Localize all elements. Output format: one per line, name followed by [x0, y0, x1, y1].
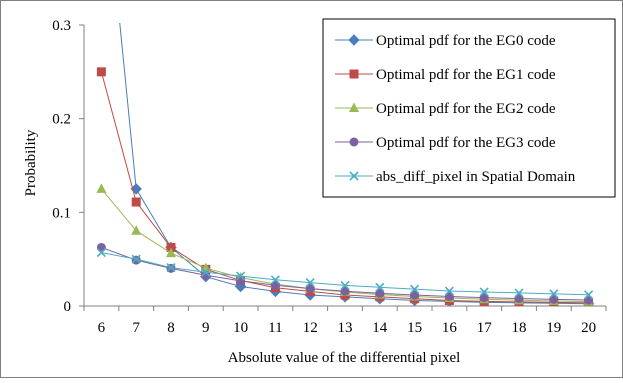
data-point: [479, 287, 489, 297]
data-point: [410, 284, 420, 294]
legend-item: abs_diff_pixel in Spatial Domain: [335, 169, 576, 185]
data-point: [131, 254, 141, 264]
x-axis: 6 7 8 9 10 11 12 13 14 15 16 17 18 19 20: [83, 305, 607, 336]
x-tick-label: 16: [442, 320, 458, 336]
data-point: [96, 183, 107, 193]
data-point: [236, 276, 246, 286]
x-tick-label: 9: [202, 320, 210, 336]
data-point: [166, 242, 176, 252]
data-point: [96, 67, 106, 77]
data-point: [236, 271, 246, 281]
series-abs-diff-pixel-in-spatial-domain: [96, 248, 594, 300]
legend-label: abs_diff_pixel in Spatial Domain: [376, 169, 576, 185]
x-tick-label: 15: [407, 320, 422, 336]
legend-item: Optimal pdf for the EG2 code: [335, 101, 556, 117]
data-point: [305, 284, 315, 294]
x-tick-label: 20: [581, 320, 596, 336]
y-axis-title: Probability: [23, 129, 39, 196]
x-tick-label: 14: [372, 320, 388, 336]
data-point: [375, 282, 385, 292]
data-point: [340, 286, 350, 296]
series-layer: [96, 23, 595, 306]
y-tick-label: 0.1: [52, 205, 71, 221]
y-tick-label: 0: [64, 299, 72, 315]
x-tick-label: 12: [303, 320, 318, 336]
data-point: [96, 248, 106, 258]
legend-marker: [349, 137, 359, 147]
data-point: [166, 247, 176, 258]
x-tick-label: 10: [233, 320, 248, 336]
data-point: [305, 278, 315, 288]
legend-label: Optimal pdf for the EG3 code: [376, 135, 556, 151]
data-point: [410, 290, 420, 300]
x-tick-label: 18: [512, 320, 527, 336]
data-point: [340, 280, 350, 290]
x-tick-label: 13: [338, 320, 353, 336]
x-tick-label: 17: [477, 320, 493, 336]
legend-item: Optimal pdf for the EG1 code: [335, 67, 556, 83]
x-tick-label: 6: [98, 320, 106, 336]
legend-label: Optimal pdf for the EG2 code: [376, 101, 556, 117]
data-point: [444, 286, 454, 296]
data-point: [166, 263, 176, 273]
legend: Optimal pdf for the EG0 code Optimal pdf …: [322, 18, 616, 198]
x-tick-label: 8: [167, 320, 175, 336]
legend-item: Optimal pdf for the EG0 code: [335, 33, 556, 49]
legend-item: Optimal pdf for the EG3 code: [335, 135, 556, 151]
data-point: [514, 288, 524, 298]
y-axis: 0 0.1 0.2 0.3: [52, 18, 85, 315]
legend-label: Optimal pdf for the EG0 code: [376, 33, 556, 49]
data-point: [375, 288, 385, 298]
legend-label: Optimal pdf for the EG1 code: [376, 67, 556, 83]
data-point: [96, 242, 106, 252]
data-point: [201, 267, 211, 277]
data-point: [549, 289, 559, 299]
data-point: [270, 275, 280, 285]
x-tick-label: 19: [546, 320, 561, 336]
y-tick-label: 0.2: [52, 112, 71, 128]
x-axis-title: Absolute value of the differential pixel: [228, 350, 461, 366]
legend-marker: [349, 69, 359, 79]
x-tick-label: 11: [268, 320, 282, 336]
data-point: [131, 225, 142, 235]
data-point: [131, 197, 141, 207]
legend-marker: [349, 171, 359, 181]
data-point: [201, 270, 211, 280]
data-point: [584, 290, 594, 300]
x-tick-label: 7: [132, 320, 140, 336]
y-tick-label: 0.3: [52, 18, 71, 34]
legend-marker: [348, 34, 360, 46]
legend-marker: [349, 102, 359, 112]
